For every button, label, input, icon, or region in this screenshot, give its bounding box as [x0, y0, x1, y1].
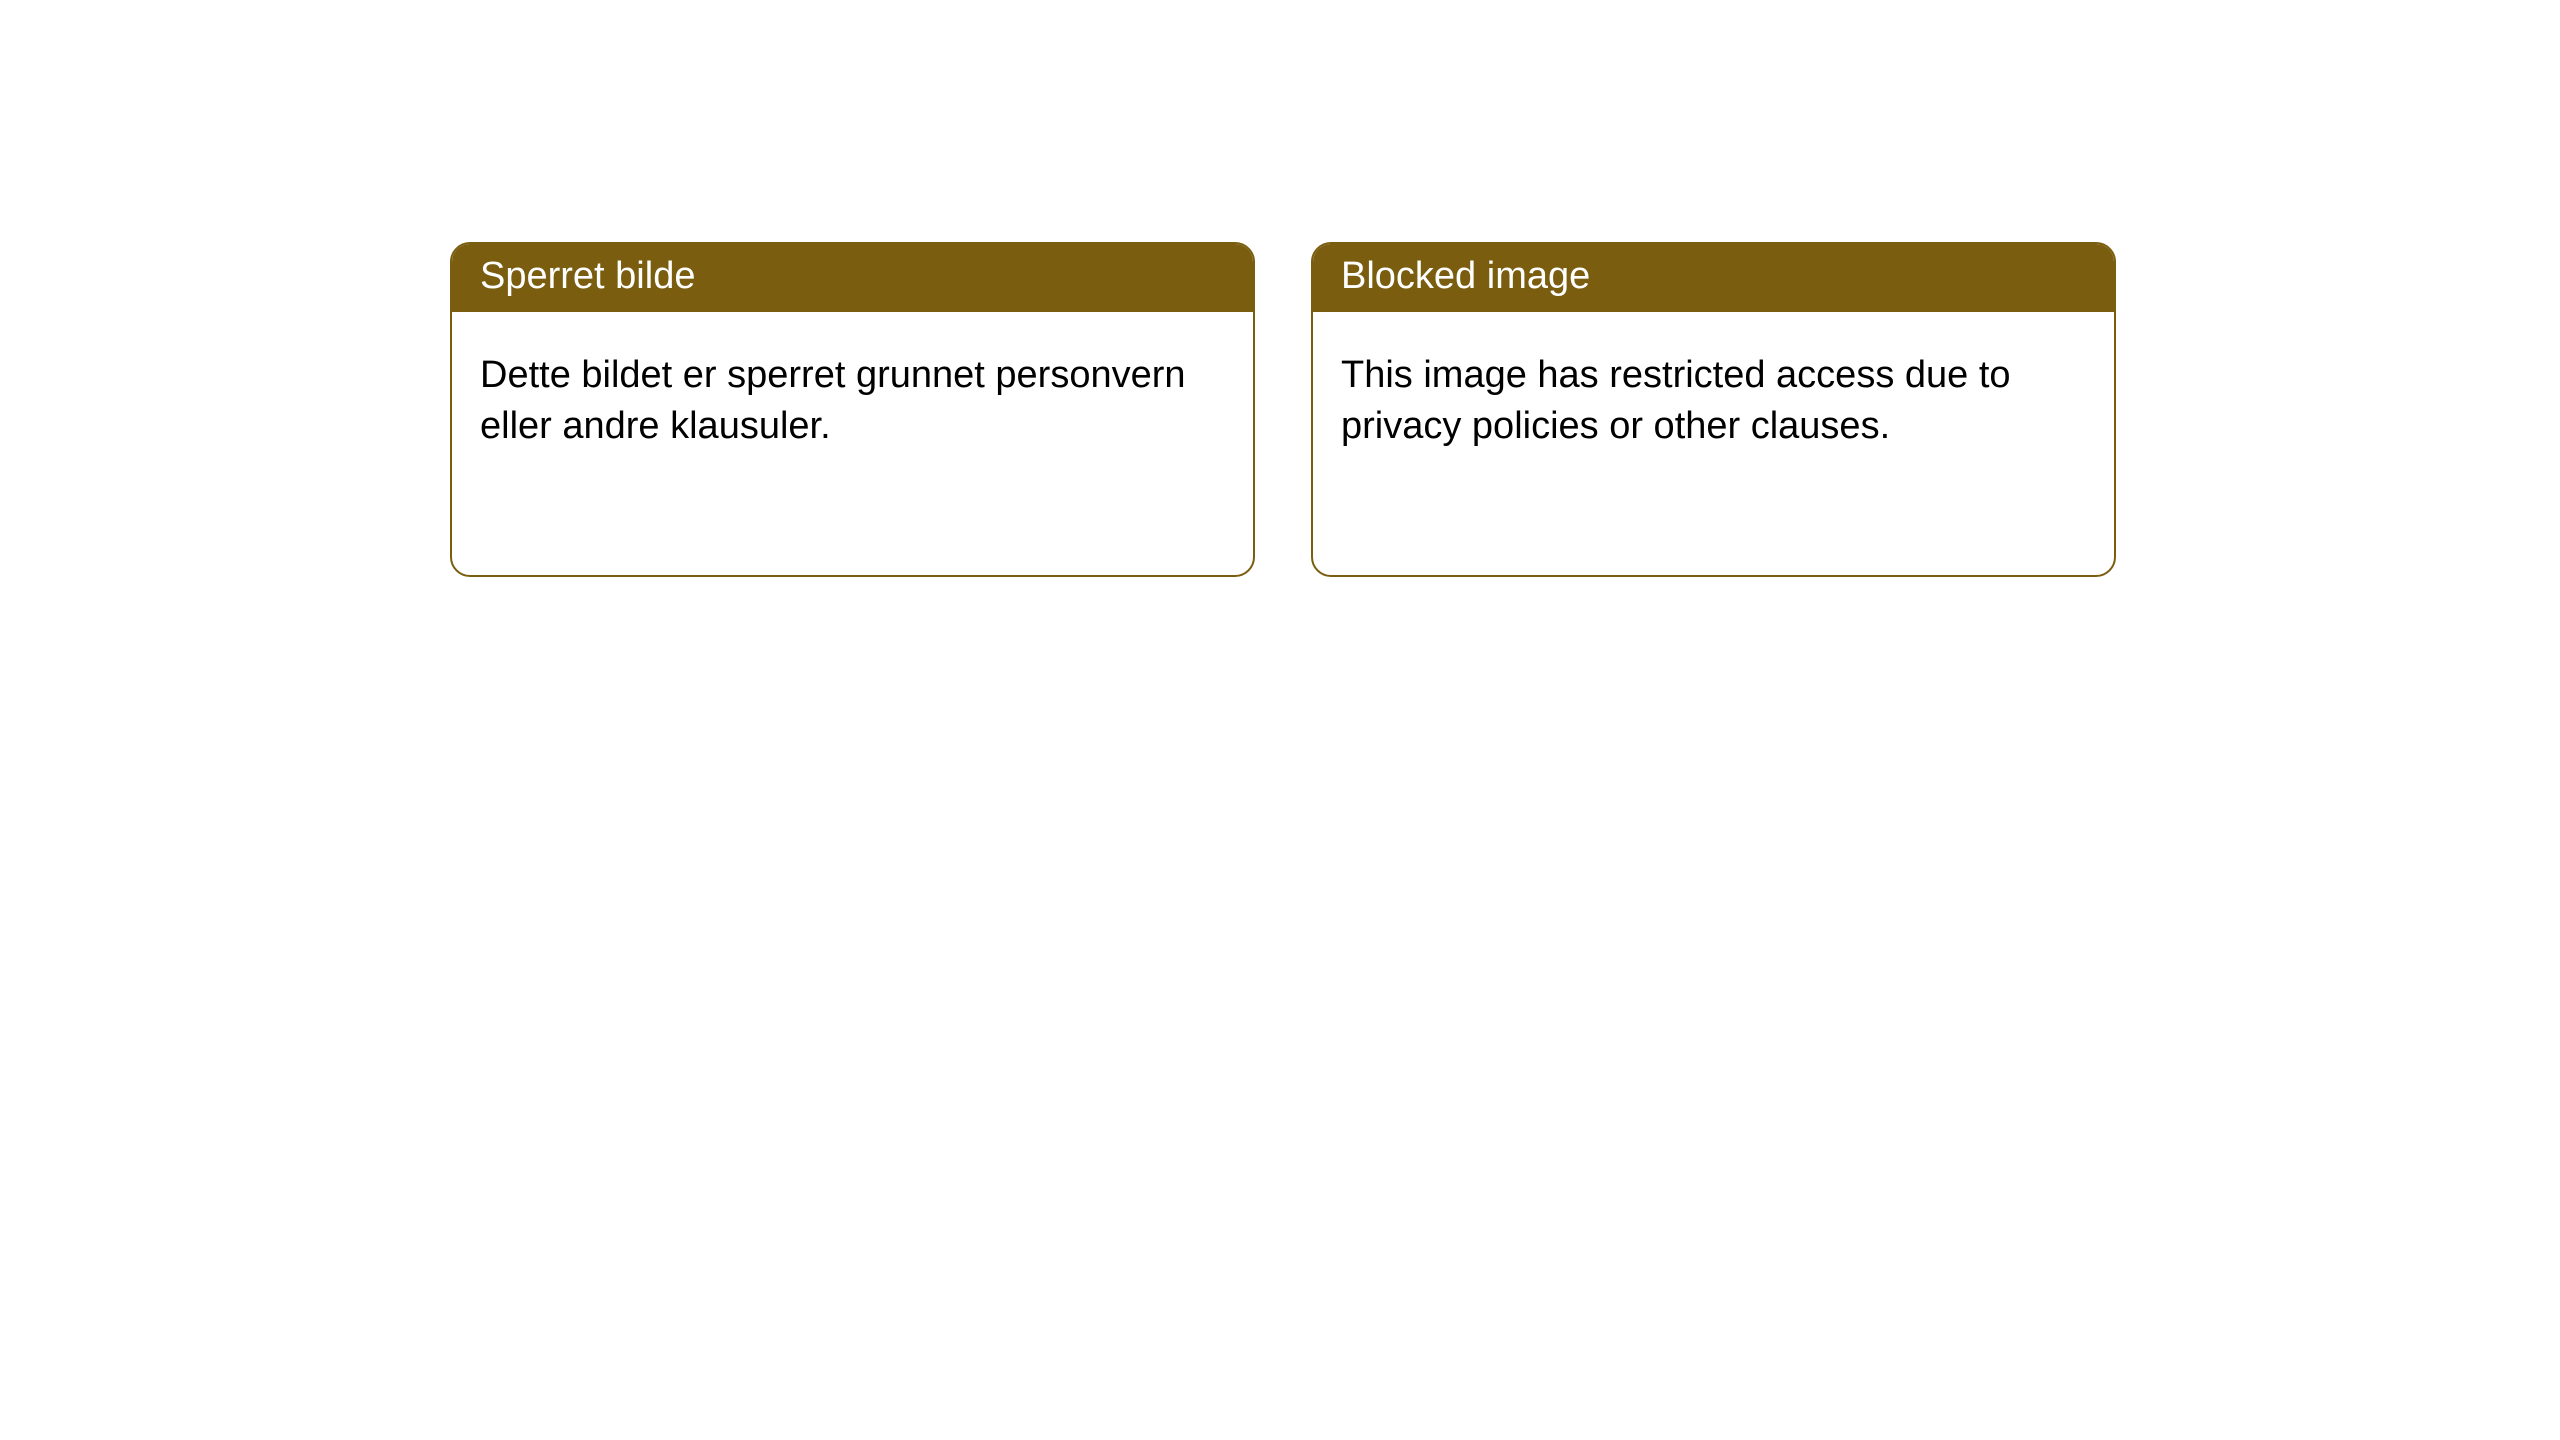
notice-card-english: Blocked image This image has restricted …	[1311, 242, 2116, 577]
notice-card-norwegian: Sperret bilde Dette bildet er sperret gr…	[450, 242, 1255, 577]
notice-header-english: Blocked image	[1313, 244, 2114, 312]
notice-container: Sperret bilde Dette bildet er sperret gr…	[0, 0, 2560, 577]
notice-header-norwegian: Sperret bilde	[452, 244, 1253, 312]
notice-body-english: This image has restricted access due to …	[1313, 312, 2114, 491]
notice-body-norwegian: Dette bildet er sperret grunnet personve…	[452, 312, 1253, 491]
